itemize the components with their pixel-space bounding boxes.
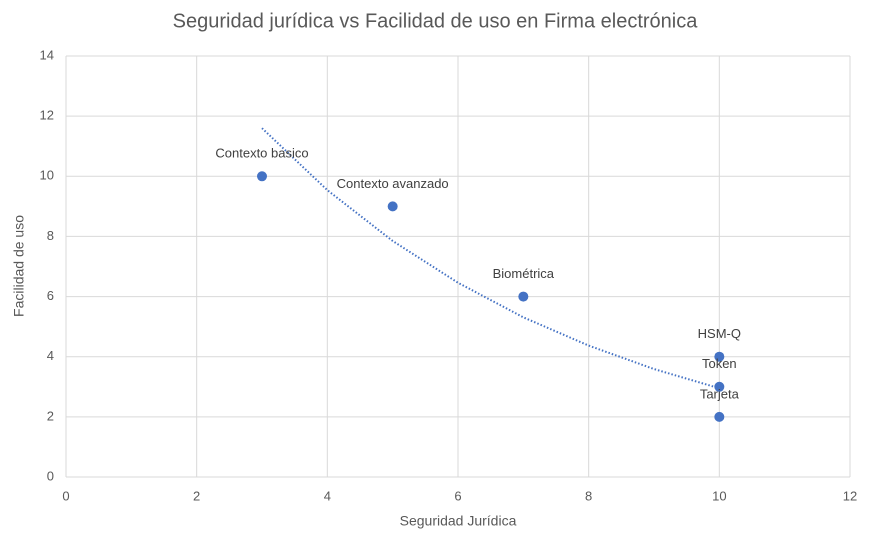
- y-tick-label: 6: [47, 288, 54, 303]
- y-tick-label: 2: [47, 408, 54, 423]
- y-tick-label: 4: [47, 348, 54, 363]
- point-label: HSM-Q: [698, 326, 741, 341]
- y-tick-label: 8: [47, 228, 54, 243]
- y-tick-label: 0: [47, 468, 54, 483]
- chart-title: Seguridad jurídica vs Facilidad de uso e…: [173, 10, 699, 32]
- x-axis-label: Seguridad Jurídica: [400, 513, 517, 529]
- point: [518, 291, 529, 302]
- y-tick-label: 14: [40, 47, 54, 62]
- point-label: Tarjeta: [700, 386, 740, 401]
- trendline: [261, 127, 720, 390]
- x-tick-label: 0: [62, 488, 69, 503]
- x-tick-label: 8: [585, 488, 592, 503]
- point: [714, 351, 725, 362]
- x-tick-label: 4: [324, 488, 331, 503]
- y-tick-label: 10: [40, 168, 54, 183]
- point-label: Token: [702, 356, 737, 371]
- y-axis-label: Facilidad de uso: [11, 215, 27, 317]
- point: [257, 171, 267, 182]
- point-label: Contexto avanzado: [337, 176, 449, 191]
- point-label: Contexto basico: [215, 146, 308, 161]
- point-label: Biométrica: [493, 266, 555, 281]
- x-tick-label: 6: [454, 488, 461, 503]
- x-tick-label: 12: [843, 488, 857, 503]
- y-tick-label: 12: [40, 108, 54, 123]
- x-tick-label: 2: [193, 488, 200, 503]
- point: [714, 411, 725, 422]
- point: [714, 381, 725, 392]
- x-tick-label: 10: [712, 488, 726, 503]
- point: [387, 201, 398, 212]
